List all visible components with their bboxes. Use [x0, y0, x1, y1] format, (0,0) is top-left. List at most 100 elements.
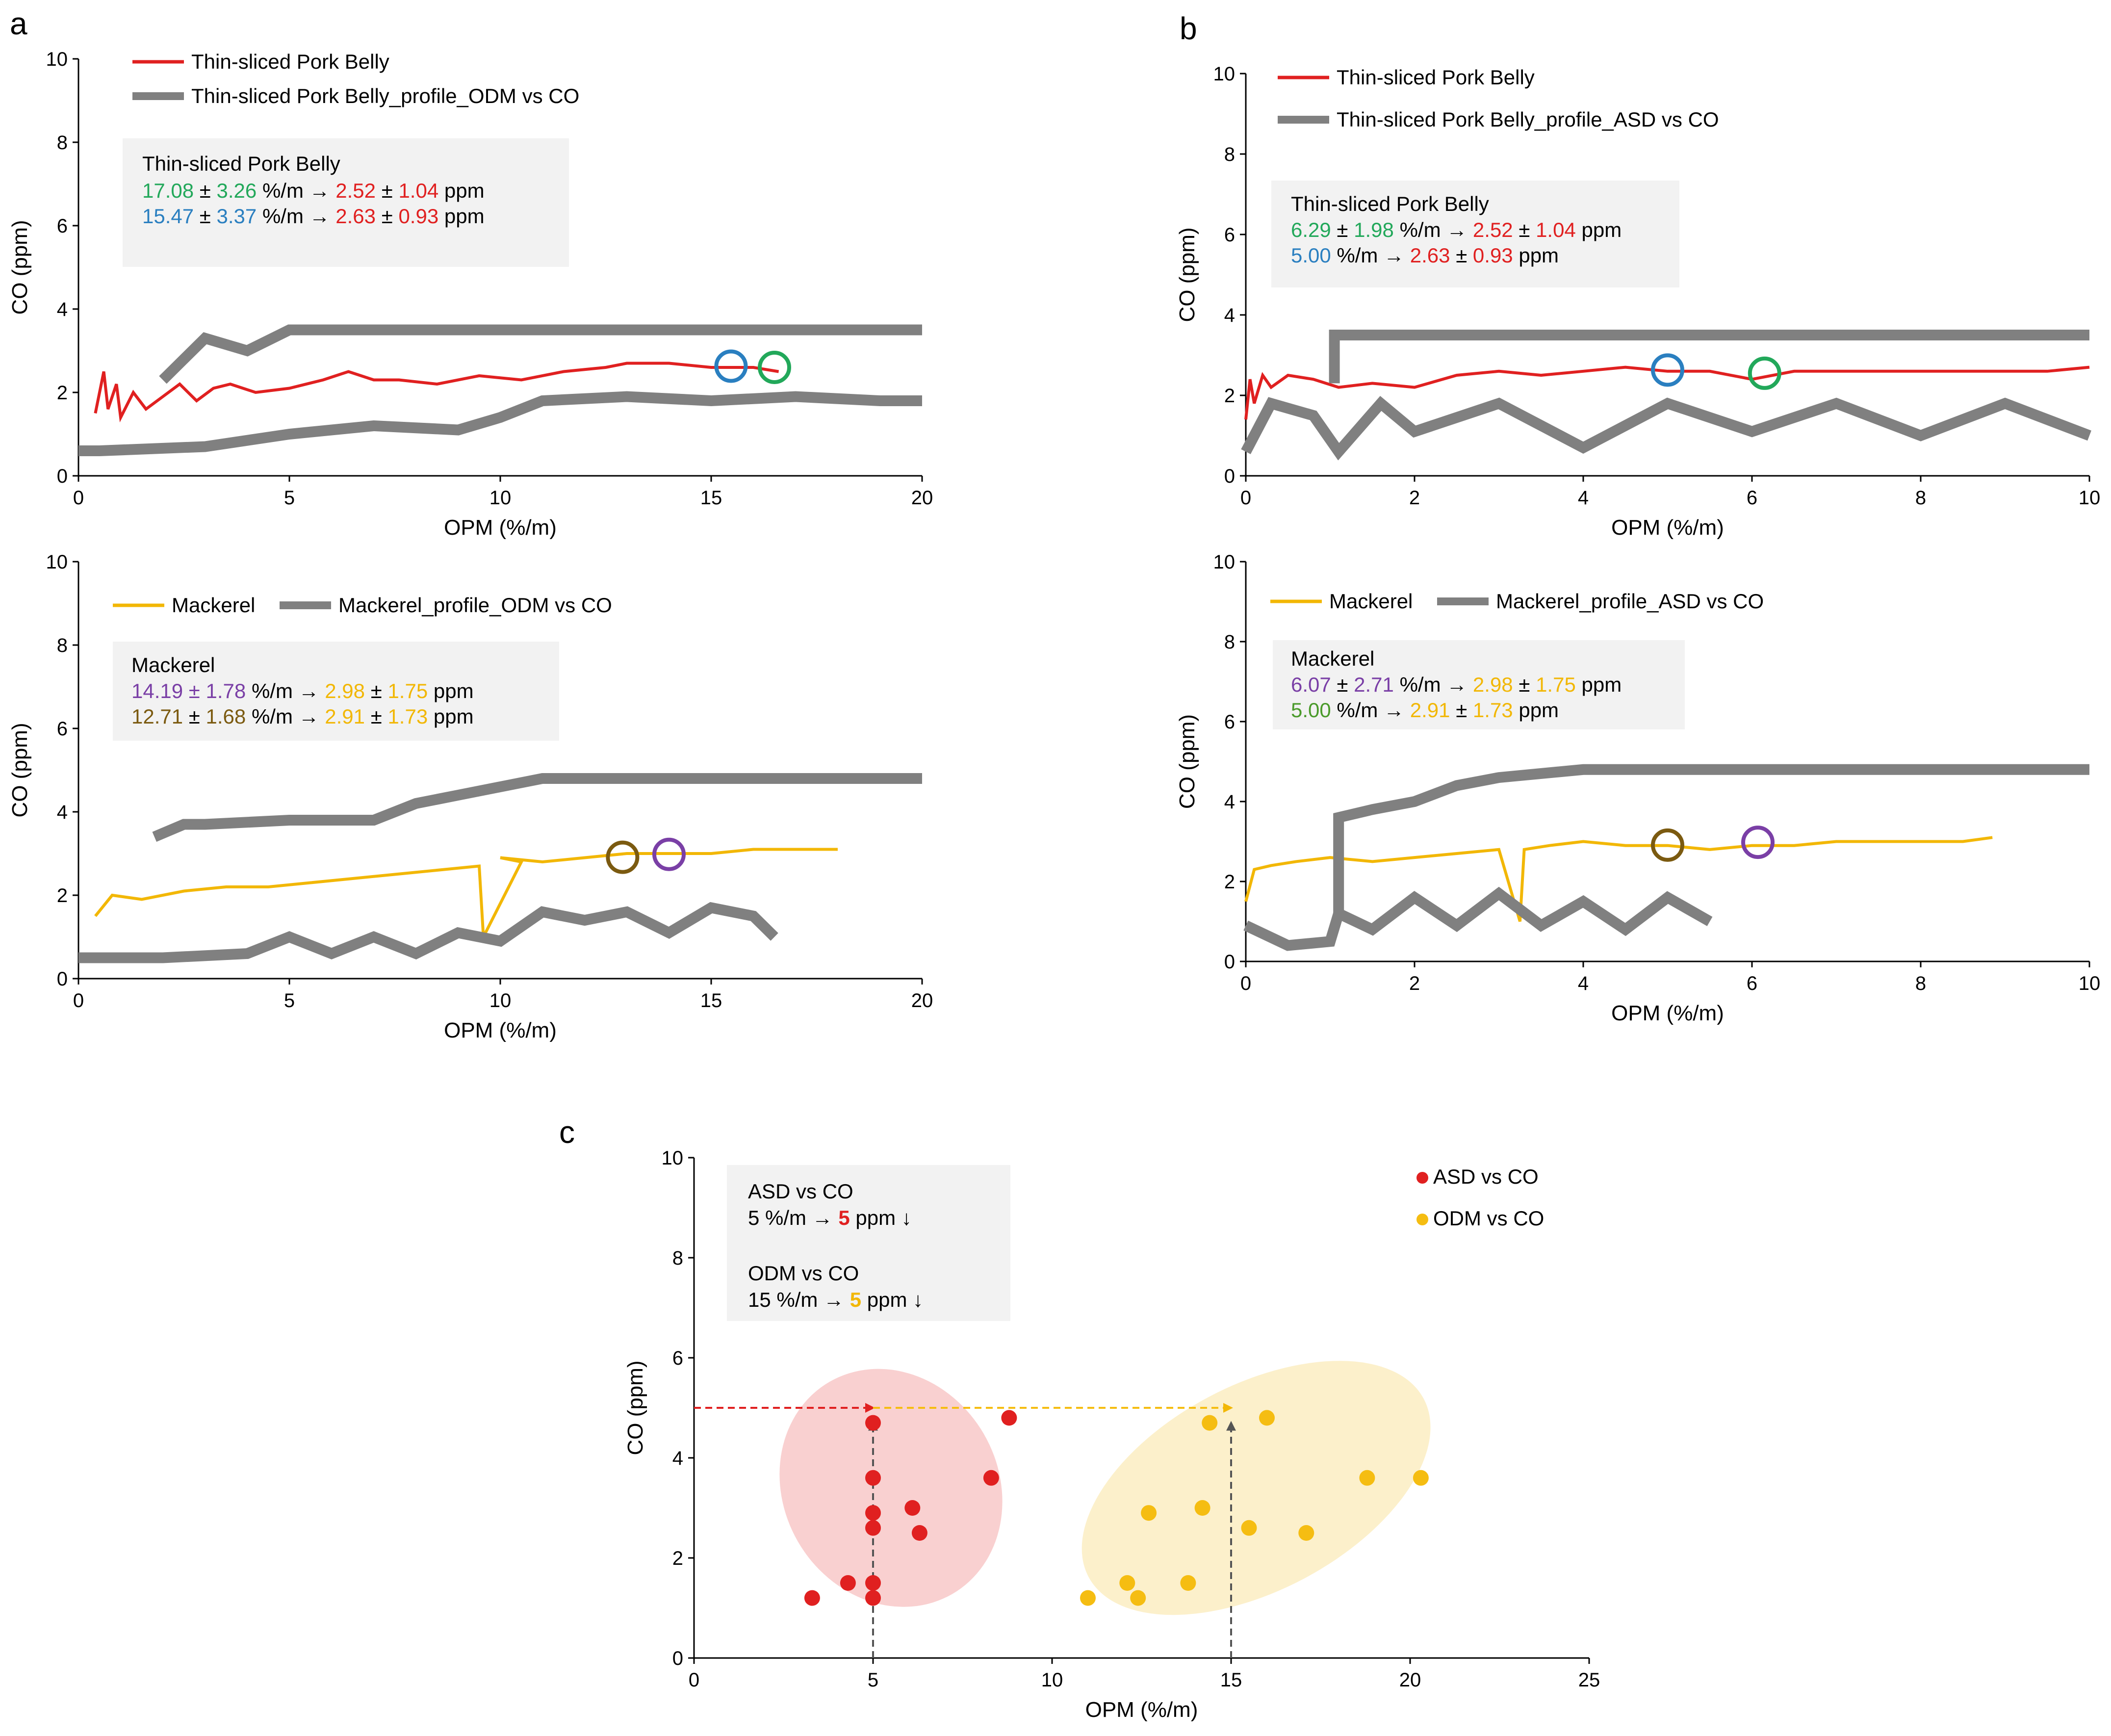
x-tick-label: 15 [700, 990, 722, 1011]
y-tick-label: 2 [57, 885, 68, 907]
legend-label: Thin-sliced Pork Belly_profile_ASD vs CO [1337, 108, 1719, 131]
y-tick-label: 6 [1224, 224, 1235, 246]
mean-marker-blue [714, 349, 748, 383]
y-tick-label: 4 [1224, 305, 1235, 326]
info-box-a-top: Thin-sliced Pork Belly 17.08 ± 3.26 %/m … [123, 138, 569, 267]
odm-point [1130, 1590, 1146, 1606]
x-tick-label: 6 [1747, 973, 1757, 994]
x-tick-label: 20 [911, 990, 933, 1011]
measurement-line [1244, 836, 1993, 922]
info-title: Mackerel [1291, 647, 1374, 670]
x-tick-label: 5 [284, 990, 295, 1011]
asd-point [804, 1590, 820, 1606]
y-tick-label: 10 [46, 551, 68, 573]
y-axis-title: CO (ppm) [623, 1360, 647, 1455]
x-tick-label: 10 [489, 487, 512, 509]
x-axis-title: OPM (%/m) [1085, 1698, 1198, 1722]
x-tick-label: 15 [700, 487, 722, 509]
y-tick-label: 2 [1224, 871, 1235, 893]
asd-point [865, 1520, 881, 1536]
y-tick-label: 4 [57, 299, 68, 320]
legend-label: Thin-sliced Pork Belly [1337, 66, 1535, 89]
legend-label: Mackerel [172, 594, 255, 617]
legend-label: ASD vs CO [1433, 1165, 1539, 1188]
x-tick-label: 5 [284, 487, 295, 509]
legend-label: Thin-sliced Pork Belly_profile_ODM vs CO [191, 84, 579, 107]
y-axis-title: CO (ppm) [8, 723, 32, 817]
panel-label-a: a [10, 6, 27, 41]
info-line2: 5.00 %/m → 2.63 ± 0.93 ppm [1291, 244, 1559, 267]
info-line1: 17.08 ± 3.26 %/m → 2.52 ± 1.04 ppm [142, 179, 485, 202]
asd-point [911, 1525, 927, 1541]
y-tick-label: 8 [57, 635, 68, 656]
profile-line [78, 902, 778, 963]
info-line2: 12.71 ± 1.68 %/m → 2.91 ± 1.73 ppm [131, 705, 474, 728]
x-tick-label: 4 [1578, 973, 1589, 994]
y-tick-label: 6 [57, 215, 68, 237]
measurement-line [1244, 365, 2090, 420]
info-line3: ODM vs CO [748, 1262, 859, 1285]
mean-marker-purple [1741, 826, 1775, 859]
odm-point [1359, 1470, 1375, 1486]
asd-point [865, 1590, 881, 1606]
y-tick-label: 2 [672, 1548, 683, 1569]
chart-b-top: 0 2 4 6 8 10 0 2 4 6 8 10 OPM (%/m) CO (ppm) Thin-slic… [1175, 63, 2100, 540]
mean-marker-brown [1651, 828, 1684, 862]
odm-point [1180, 1575, 1196, 1591]
y-axis-title: CO (ppm) [1175, 714, 1199, 809]
odm-point [1413, 1470, 1429, 1486]
info-line1: 14.19 ± 1.78 %/m → 2.98 ± 1.75 ppm [131, 679, 474, 702]
profile-line [152, 773, 922, 842]
info-box-b-bottom: Mackerel 6.07 ± 2.71 %/m → 2.98 ± 1.75 p… [1273, 640, 1685, 729]
cluster-ellipse [1081, 1361, 1431, 1615]
asd-point [865, 1415, 881, 1431]
y-tick-label: 6 [672, 1347, 683, 1369]
asd-point [840, 1575, 856, 1591]
cluster-ellipse [779, 1369, 1003, 1607]
y-tick-label: 4 [57, 802, 68, 823]
odm-point [1241, 1520, 1257, 1536]
mean-marker-brown [606, 840, 640, 874]
y-tick-label: 10 [662, 1147, 684, 1169]
y-tick-label: 10 [1213, 551, 1236, 573]
info-line1: 6.07 ± 2.71 %/m → 2.98 ± 1.75 ppm [1291, 673, 1622, 696]
x-tick-label: 25 [1578, 1669, 1600, 1691]
y-tick-label: 4 [672, 1448, 683, 1469]
info-line1: 6.29 ± 1.98 %/m → 2.52 ± 1.04 ppm [1291, 218, 1622, 241]
profile-line [1329, 330, 2089, 384]
asd-point [865, 1470, 881, 1486]
mean-marker-green [1748, 356, 1781, 390]
chart-a-top: 0 2 4 6 8 10 0 5 10 15 20 OPM (%/m) CO (ppm) Thin-sli… [8, 49, 933, 540]
x-tick-label: 5 [868, 1669, 878, 1691]
info-line4: 15 %/m → 5 ppm ↓ [748, 1288, 923, 1311]
y-tick-label: 8 [672, 1247, 683, 1269]
profile-line [78, 391, 922, 456]
y-tick-label: 0 [1224, 466, 1235, 487]
asd-point [983, 1470, 999, 1486]
odm-point [1141, 1505, 1157, 1521]
x-tick-label: 10 [1041, 1669, 1063, 1691]
x-tick-label: 0 [73, 990, 84, 1011]
x-tick-label: 6 [1747, 487, 1757, 509]
x-tick-label: 2 [1409, 487, 1420, 509]
x-tick-label: 8 [1915, 973, 1926, 994]
legend-label: Mackerel_profile_ASD vs CO [1496, 590, 1764, 613]
x-axis-title: OPM (%/m) [1611, 1001, 1724, 1025]
odm-point [1259, 1410, 1275, 1426]
asd-point [865, 1575, 881, 1591]
y-tick-label: 0 [672, 1648, 683, 1669]
y-tick-label: 0 [57, 968, 68, 990]
info-box-c: ASD vs CO 5 %/m → 5 ppm ↓ ODM vs CO 15 %… [727, 1165, 1010, 1321]
y-tick-label: 8 [57, 132, 68, 154]
y-axis-title: CO (ppm) [1175, 227, 1199, 322]
x-tick-label: 15 [1220, 1669, 1242, 1691]
legend-label: Mackerel_profile_ODM vs CO [338, 594, 612, 617]
odm-point [1119, 1575, 1135, 1591]
info-title: Thin-sliced Pork Belly [142, 152, 340, 175]
y-tick-label: 6 [1224, 711, 1235, 733]
x-tick-label: 20 [911, 487, 933, 509]
y-tick-label: 10 [46, 49, 68, 70]
legend-label: Mackerel [1329, 590, 1413, 613]
